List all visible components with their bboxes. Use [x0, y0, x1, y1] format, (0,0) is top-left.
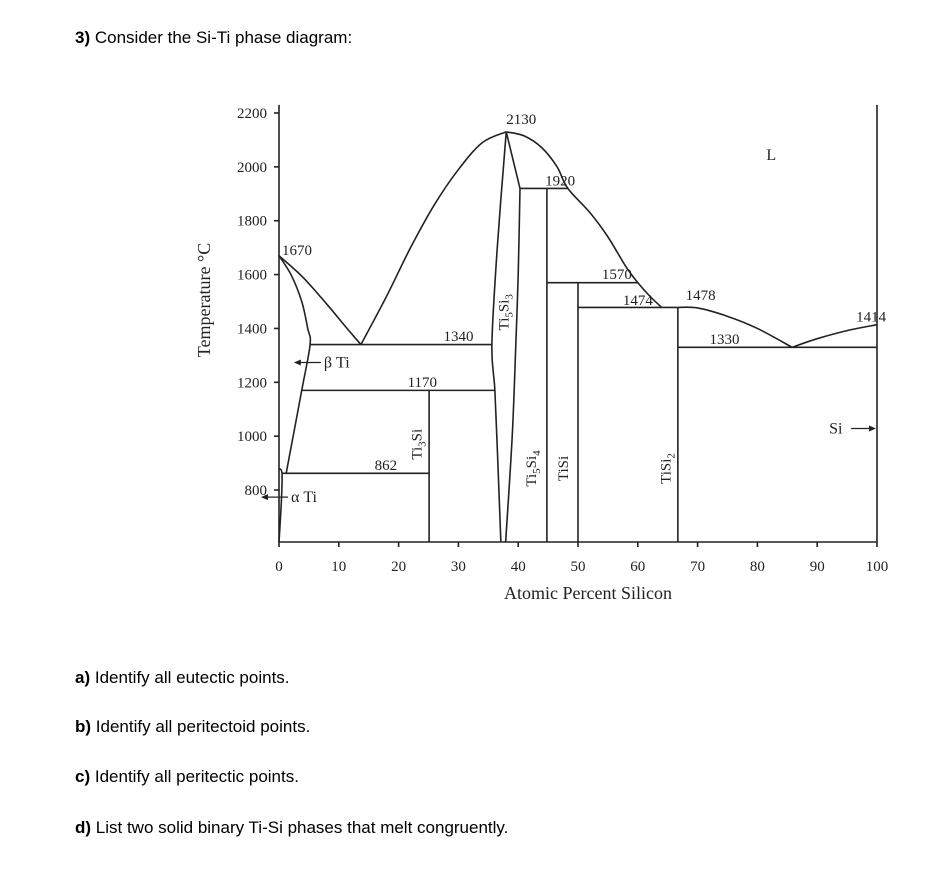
phase-boundary — [360, 131, 507, 345]
phase-boundary — [278, 255, 362, 346]
phase-boundary — [278, 467, 283, 543]
phase-label-part: 3 — [416, 441, 428, 447]
phase-label-part: 2 — [666, 453, 678, 459]
part-text: Identify all eutectic points. — [94, 668, 290, 687]
temperature-label: 2130 — [506, 112, 536, 128]
phase-label-part: Ti — [524, 474, 540, 487]
x-tick-label: 70 — [690, 559, 705, 575]
phase-boundary — [505, 131, 521, 189]
x-tick-label: 10 — [331, 559, 346, 575]
temperature-label: 1478 — [686, 288, 716, 304]
region-label: β Ti — [324, 354, 350, 371]
temperature-label: 1170 — [408, 375, 437, 391]
phase-label-part: TiSi — [556, 456, 572, 481]
phase-label-part: Si — [524, 456, 540, 469]
y-tick-label: 2000 — [237, 160, 267, 176]
y-tick-label: 1000 — [237, 429, 267, 445]
temperature-label: 862 — [375, 458, 398, 474]
x-tick-label: 0 — [275, 559, 283, 575]
phase-label-part: TiSi — [659, 459, 675, 484]
phase-label-part: Ti — [409, 447, 425, 460]
phase-label: TiSi2 — [659, 453, 678, 484]
part-label: c) — [75, 767, 91, 786]
temperature-label: 1330 — [710, 332, 740, 348]
x-tick-label: 100 — [866, 559, 889, 575]
temperature-label: 1670 — [282, 243, 312, 259]
arrowhead-icon — [869, 425, 876, 432]
question-part-c: c) Identify all peritectic points. — [75, 767, 299, 787]
arrowhead-icon — [260, 494, 268, 501]
phase-label-part: 5 — [504, 312, 516, 318]
phase-label: Ti5Si4 — [524, 450, 543, 487]
phase-label-part: Si — [409, 429, 425, 442]
question-part-b: b) Identify all peritectoid points. — [75, 717, 310, 737]
phase-boundary — [278, 255, 312, 474]
temperature-label: 1414 — [856, 310, 887, 326]
part-text: Identify all peritectoid points. — [95, 717, 311, 736]
phase-boundary — [504, 188, 521, 543]
temperature-label: 1474 — [623, 293, 654, 309]
phase-label: Ti5Si3 — [497, 294, 516, 331]
phase-boundary — [791, 323, 878, 349]
temperature-label: 1920 — [545, 174, 575, 190]
phase-label-part: 3 — [504, 294, 516, 300]
phase-label: TiSi — [556, 456, 572, 481]
temperature-label: 1570 — [602, 267, 632, 283]
y-tick-label: 1800 — [237, 214, 267, 230]
region-label: Si — [829, 420, 843, 437]
question-part-d: d) List two solid binary Ti-Si phases th… — [75, 818, 508, 838]
x-tick-label: 90 — [810, 559, 825, 575]
x-tick-label: 60 — [630, 559, 645, 575]
x-tick-label: 50 — [571, 559, 586, 575]
part-label: a) — [75, 668, 91, 687]
part-label: b) — [75, 717, 92, 736]
region-label: α Ti — [291, 489, 318, 506]
x-tick-label: 20 — [391, 559, 406, 575]
x-tick-label: 40 — [511, 559, 526, 575]
phase-boundary — [506, 131, 663, 309]
question-part-a: a) Identify all eutectic points. — [75, 668, 290, 688]
y-tick-label: 1400 — [237, 321, 267, 337]
x-tick-label: 30 — [451, 559, 466, 575]
phase-label-part: Ti — [497, 318, 513, 331]
question-text: Consider the Si-Ti phase diagram: — [94, 28, 353, 47]
question-number: 3) — [75, 28, 91, 47]
phase-label-part: 5 — [531, 468, 543, 474]
part-text: List two solid binary Ti-Si phases that … — [95, 818, 509, 837]
phase-label-part: 4 — [531, 450, 543, 456]
part-label: d) — [75, 818, 92, 837]
question-heading: 3) Consider the Si-Ti phase diagram: — [75, 28, 352, 48]
phase-boundary — [677, 306, 793, 348]
phase-boundary — [491, 131, 508, 543]
region-label: L — [766, 147, 776, 164]
part-text: Identify all peritectic points. — [94, 767, 299, 786]
y-axis-label: Temperature °C — [194, 243, 214, 357]
x-axis-label: Atomic Percent Silicon — [504, 583, 672, 603]
y-tick-label: 1200 — [237, 375, 267, 391]
arrowhead-icon — [293, 359, 301, 366]
temperature-label: 1340 — [443, 329, 473, 345]
phase-label: Ti3Si — [409, 429, 428, 460]
y-tick-label: 800 — [245, 483, 268, 499]
y-tick-label: 1600 — [237, 268, 267, 284]
y-tick-label: 2200 — [237, 106, 267, 122]
x-tick-label: 80 — [750, 559, 765, 575]
phase-label-part: Si — [497, 300, 513, 313]
